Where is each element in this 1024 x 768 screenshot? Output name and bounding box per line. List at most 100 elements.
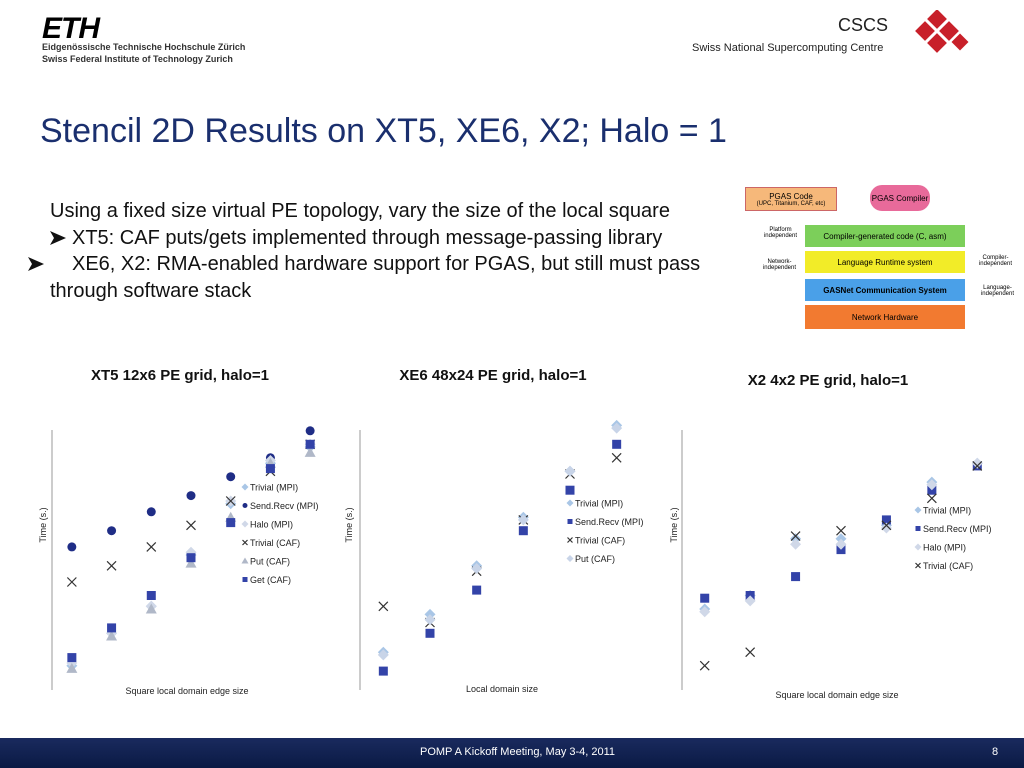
- point: [971, 457, 983, 469]
- institute-de: Eidgenössische Technische Hochschule Zür…: [42, 42, 246, 52]
- cscs-logo: CSCS: [838, 15, 889, 35]
- centre-name: Swiss National Supercomputing Centre: [692, 42, 884, 54]
- point: [305, 439, 315, 449]
- point: [926, 479, 938, 491]
- point: [471, 563, 483, 574]
- legend-marker: [566, 499, 574, 507]
- chart-title: XE6 48x24 PE grid, halo=1: [399, 367, 586, 384]
- point: [881, 520, 892, 531]
- point: [107, 526, 117, 536]
- point: [835, 538, 847, 550]
- chart-title: X2 4x2 PE grid, halo=1: [748, 372, 909, 389]
- point: [67, 653, 77, 663]
- label: Platform independent: [763, 227, 798, 239]
- point: [265, 464, 275, 474]
- point: [699, 606, 711, 618]
- point: [146, 507, 156, 517]
- institute-en: Swiss Federal Institute of Technology Zu…: [42, 54, 233, 64]
- point: [378, 666, 388, 676]
- x-axis-label: Square local domain edge size: [775, 690, 898, 700]
- compiler-box: PGAS Compiler: [870, 185, 930, 211]
- legend-marker: [241, 483, 249, 491]
- point: [472, 585, 482, 595]
- point: [66, 577, 77, 587]
- point: [186, 491, 196, 501]
- x-axis-label: Local domain size: [466, 684, 538, 694]
- legend-marker: [241, 520, 249, 528]
- label: PGAS Compiler: [871, 193, 929, 203]
- point: [791, 572, 801, 582]
- legend-marker: [242, 503, 248, 508]
- legend-label: Send.Recv (MPI): [250, 501, 319, 511]
- body-text: Using a fixed size virtual PE topology, …: [28, 198, 730, 304]
- pgas-code-box: PGAS Code (UPC, Titanium, CAF, etc): [745, 187, 837, 211]
- point: [66, 662, 78, 673]
- point: [145, 603, 157, 614]
- point: [700, 593, 710, 603]
- bullet: XT5: CAF puts/gets implemented through m…: [50, 225, 730, 252]
- point: [186, 520, 196, 531]
- legend-marker: [242, 539, 248, 546]
- point: [146, 541, 157, 552]
- point: [881, 515, 891, 525]
- y-axis-label: Time (s.): [344, 507, 354, 542]
- legend-marker: [567, 519, 573, 524]
- legend-label: Trivial (CAF): [250, 538, 300, 548]
- point: [106, 560, 117, 571]
- eth-logo: ETH: [42, 12, 100, 45]
- layer: GASNet Communication System: [805, 279, 965, 301]
- label: Language-independent: [980, 285, 1015, 297]
- y-axis-label: Time (s.): [669, 507, 679, 542]
- bullet-arrow: [28, 257, 44, 271]
- point: [926, 493, 937, 504]
- footer-event: POMP A Kickoff Meeting, May 3-4, 2011: [420, 746, 616, 758]
- point: [565, 485, 575, 495]
- y-axis-label: Time (s.): [38, 507, 48, 542]
- point: [424, 614, 436, 626]
- point: [972, 460, 983, 471]
- point: [612, 439, 622, 449]
- legend-marker: [566, 555, 574, 562]
- point: [106, 630, 118, 641]
- legend-label: Send.Recv (MPI): [923, 524, 992, 534]
- legend-label: Trivial (CAF): [575, 536, 625, 546]
- point: [745, 647, 756, 658]
- point: [226, 472, 236, 482]
- point: [378, 601, 389, 612]
- cscs-cubes: [915, 10, 969, 53]
- legend-marker: [914, 506, 922, 514]
- point: [564, 465, 576, 477]
- chart-title: XT5 12x6 PE grid, halo=1: [91, 367, 269, 384]
- layer: Language Runtime system: [805, 251, 965, 273]
- legend-label: Trivial (MPI): [923, 506, 971, 516]
- pgas-diagram: PGAS Code (UPC, Titanium, CAF, etc) PGAS …: [745, 185, 1020, 335]
- legend-marker: [241, 557, 249, 564]
- bullet-text: XE6, X2: RMA-enabled hardware support fo…: [50, 253, 701, 302]
- legend-label: Send.Recv (MPI): [575, 517, 644, 527]
- legend-label: Trivial (MPI): [250, 483, 298, 493]
- point: [146, 591, 156, 600]
- layer: Network Hardware: [805, 305, 965, 329]
- label: Network-independent: [762, 259, 797, 271]
- legend-label: Halo (MPI): [250, 520, 293, 530]
- point: [699, 660, 710, 671]
- label: PGAS Code: [769, 191, 813, 201]
- point: [611, 452, 622, 463]
- legend-marker: [915, 562, 921, 569]
- intro: Using a fixed size virtual PE topology, …: [50, 200, 670, 222]
- point: [790, 531, 801, 542]
- footer-band: [0, 738, 1024, 768]
- point: [304, 446, 316, 457]
- legend-marker: [567, 537, 573, 543]
- legend-label: Trivial (CAF): [923, 561, 973, 571]
- point: [185, 557, 197, 568]
- legend-label: Trivial (MPI): [575, 499, 623, 509]
- point: [107, 623, 117, 633]
- point: [425, 628, 435, 638]
- point: [880, 522, 892, 534]
- legend-label: Get (CAF): [250, 575, 291, 585]
- point: [186, 553, 196, 563]
- label: (UPC, Titanium, CAF, etc): [756, 200, 826, 207]
